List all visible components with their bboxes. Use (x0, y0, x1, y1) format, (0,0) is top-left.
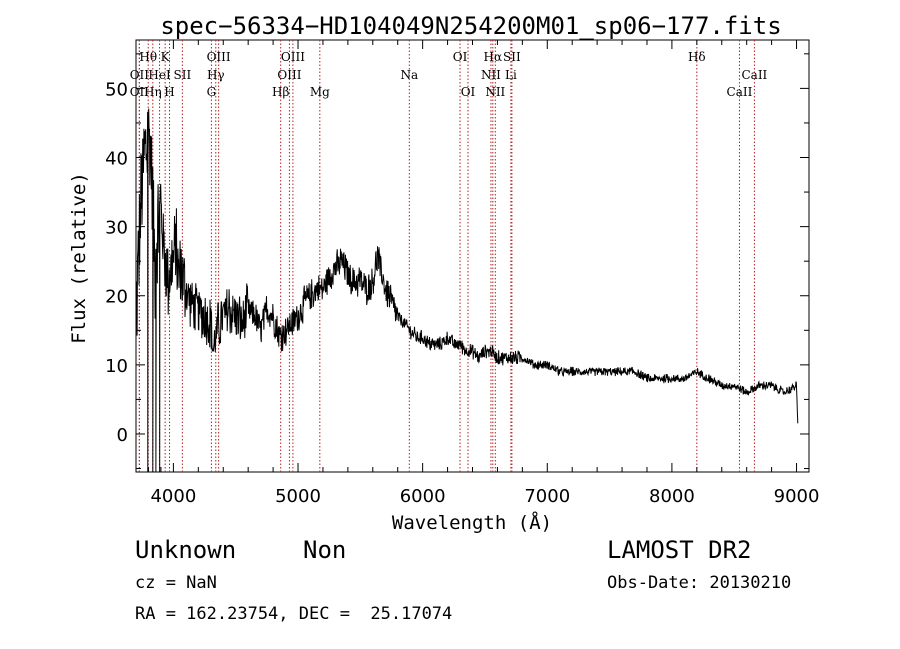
y-tick-label: 0 (117, 425, 128, 446)
line-marker-label: Hα (484, 50, 503, 64)
y-tick-label: 20 (105, 287, 128, 308)
line-marker-label: Na (400, 68, 418, 82)
y-axis: 0 10 20 30 40 50 (105, 53, 809, 470)
line-marker-label: OI (453, 50, 468, 64)
line-marker-label: Mg (310, 85, 330, 99)
chart-title: spec−56334−HD104049N254200M01_sp06−177.f… (160, 12, 781, 40)
x-axis: 4000 5000 6000 7000 8000 9000 (147, 40, 820, 507)
y-tick-label: 10 (105, 356, 128, 377)
x-tick-label: 5000 (275, 486, 321, 507)
line-marker-label: OII (130, 68, 150, 82)
redshift-text: cz = NaN (135, 573, 217, 593)
coordinates-text: RA = 162.23754, DEC = 25.17074 (135, 604, 453, 624)
line-marker-label: NII (485, 85, 505, 99)
line-marker-label: NII (481, 68, 501, 82)
line-marker-label: Hη (144, 85, 162, 99)
plot-frame (135, 39, 810, 473)
line-marker-label: Hγ (207, 68, 225, 82)
obs-date-text: Obs-Date: 20130210 (607, 573, 792, 593)
line-marker-label: OIII (277, 68, 301, 82)
object-subclass: Non (303, 536, 347, 564)
x-axis-label: Wavelength (Å) (392, 511, 552, 534)
x-tick-label: 7000 (524, 486, 570, 507)
object-class: Unknown (135, 536, 237, 564)
y-tick-label: 30 (105, 218, 128, 239)
line-marker-label: CaII (727, 85, 753, 99)
line-marker-label: SII (174, 68, 192, 82)
y-tick-label: 50 (105, 79, 128, 100)
line-marker-label: CaII (741, 68, 767, 82)
y-tick-label: 40 (105, 149, 128, 170)
line-marker-label: OI (461, 85, 476, 99)
line-marker-label: H (164, 85, 174, 99)
line-marker-label: Hδ (688, 50, 706, 64)
line-marker-label: Hθ (139, 50, 157, 64)
survey-name: LAMOST DR2 (607, 536, 752, 564)
line-marker-label: OIII (207, 50, 231, 64)
line-marker-label: OIII (281, 50, 305, 64)
spectrum-series-line (135, 108, 799, 473)
x-tick-label: 9000 (774, 486, 820, 507)
y-axis-label: Flux (relative) (68, 172, 90, 344)
x-tick-label: 6000 (400, 486, 446, 507)
line-marker-label: HeI (148, 68, 171, 82)
line-marker-label: Li (505, 68, 517, 82)
line-marker-label: Hβ (272, 85, 289, 99)
line-marker-label: G (207, 85, 217, 99)
spectrum-chart: spec−56334−HD104049N254200M01_sp06−177.f… (68, 12, 820, 534)
x-tick-label: 8000 (649, 486, 695, 507)
line-marker-lines (138, 40, 755, 472)
line-marker-label: SII (503, 50, 521, 64)
line-marker-label: K (161, 50, 171, 64)
x-tick-label: 4000 (150, 486, 196, 507)
